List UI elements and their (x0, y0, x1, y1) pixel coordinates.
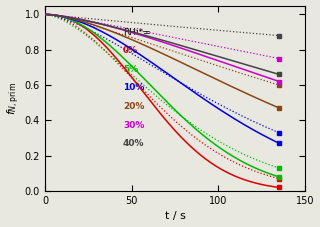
Text: 0%: 0% (123, 46, 138, 55)
Text: 5%: 5% (123, 65, 138, 74)
Text: 10%: 10% (123, 84, 144, 92)
Text: 30%: 30% (123, 121, 144, 130)
Text: 20%: 20% (123, 102, 144, 111)
Y-axis label: $f_{\mathit{N},\mathrm{prim}}$: $f_{\mathit{N},\mathrm{prim}}$ (5, 82, 22, 115)
Text: RHi*=: RHi*= (123, 28, 151, 37)
Text: 40%: 40% (123, 139, 145, 148)
X-axis label: t / s: t / s (165, 211, 186, 222)
